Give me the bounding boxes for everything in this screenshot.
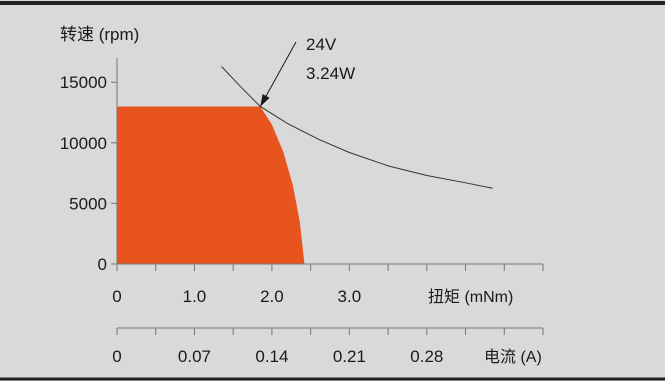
curve-layer	[221, 66, 493, 189]
secondary-x-tick-label: 0.21	[333, 347, 366, 366]
annotation-voltage: 24V	[306, 35, 337, 54]
y-tick-label: 10000	[60, 134, 107, 153]
secondary-x-tick-label: 0.28	[410, 347, 443, 366]
performance-curve	[221, 66, 493, 189]
tick-layer	[111, 81, 544, 335]
secondary-x-tick-label: 0.07	[178, 347, 211, 366]
y-axis-title: 转速 (rpm)	[60, 25, 139, 44]
region-layer	[117, 106, 305, 265]
x-axis-title: 扭矩 (mNm)	[428, 288, 513, 306]
y-tick-label: 0	[98, 255, 107, 274]
x-tick-label: 3.0	[338, 287, 362, 306]
x-tick-label: 2.0	[260, 287, 284, 306]
label-layer: 0 5000 10000 15000 0 1.0 2.0 3.0 0 0.07 0.14 0.21 0.…	[60, 73, 444, 366]
secondary-x-tick-label: 0	[112, 347, 121, 366]
secondary-x-tick-label: 0.14	[255, 347, 288, 366]
x-tick-label: 1.0	[183, 287, 207, 306]
annotation-power: 3.24W	[306, 64, 355, 83]
axis-layer	[116, 58, 543, 329]
annotation: 24V 3.24W	[259, 35, 355, 107]
y-tick-label: 15000	[60, 73, 107, 92]
secondary-x-axis-title: 电流 (A)	[484, 348, 542, 366]
annotation-arrow-head	[260, 94, 270, 107]
y-tick-label: 5000	[69, 194, 107, 213]
annotation-arrow-shaft	[259, 41, 297, 107]
operating-region-area	[117, 106, 305, 265]
x-tick-label: 0	[112, 287, 121, 306]
